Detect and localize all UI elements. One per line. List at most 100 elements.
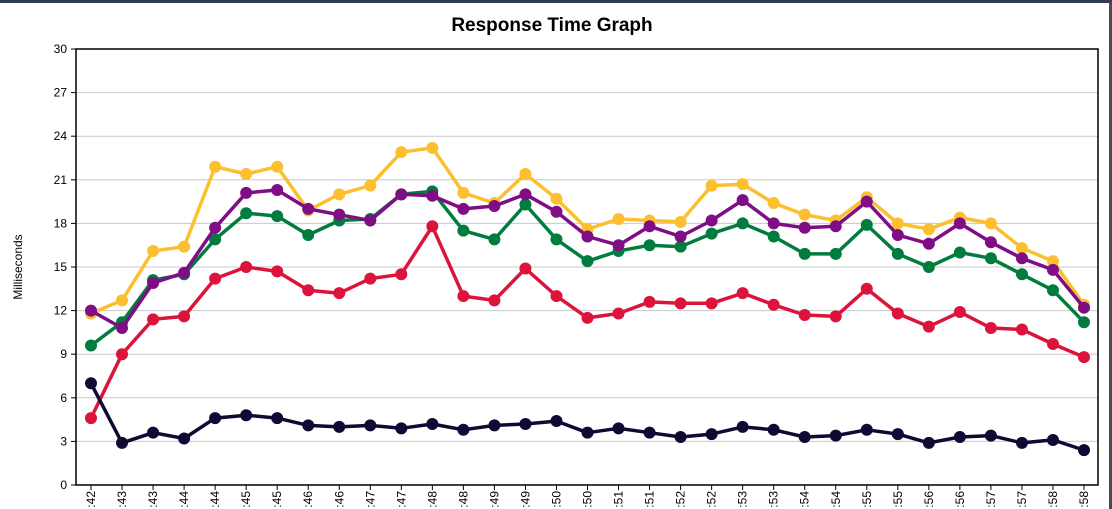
data-point	[426, 417, 439, 430]
data-point	[705, 227, 718, 240]
data-point	[705, 297, 718, 310]
data-point	[364, 179, 377, 192]
x-tick-label: :50	[549, 491, 563, 508]
x-tick-label: :47	[394, 491, 408, 508]
data-point	[364, 272, 377, 285]
y-tick-label: 15	[54, 260, 68, 274]
data-point	[612, 307, 625, 320]
data-point	[457, 290, 470, 303]
data-point	[271, 265, 284, 278]
data-point	[147, 276, 160, 289]
data-point	[302, 419, 315, 432]
data-point	[798, 221, 811, 234]
data-point	[860, 195, 873, 208]
data-point	[1015, 323, 1028, 336]
data-point	[519, 198, 532, 211]
data-point	[922, 223, 935, 236]
data-point	[426, 220, 439, 233]
data-point	[891, 229, 904, 242]
data-point	[395, 188, 408, 201]
x-tick-label: :49	[518, 491, 532, 508]
x-tick-label: :53	[736, 491, 750, 508]
data-point	[798, 247, 811, 260]
data-point	[1078, 351, 1090, 364]
data-point	[860, 282, 873, 295]
data-point	[984, 236, 997, 249]
data-point	[519, 417, 532, 430]
data-point	[209, 160, 222, 173]
data-point	[674, 230, 687, 243]
data-point	[271, 412, 284, 425]
x-tick-label: :54	[829, 491, 843, 508]
data-point	[705, 214, 718, 227]
data-point	[550, 192, 563, 205]
data-point	[891, 247, 904, 260]
data-point	[85, 339, 97, 352]
data-point	[488, 199, 501, 212]
data-point	[147, 313, 160, 326]
data-point	[426, 141, 439, 154]
data-point	[550, 233, 563, 246]
series-3	[85, 183, 1090, 335]
x-tick-label: :58	[1077, 491, 1091, 508]
y-tick-label: 0	[60, 478, 67, 492]
data-point	[271, 210, 284, 223]
response-time-chart: Response Time Graph Milliseconds :42:43:…	[11, 15, 1099, 508]
data-point	[178, 240, 191, 253]
data-point	[736, 194, 749, 207]
data-point	[209, 233, 222, 246]
data-point	[147, 426, 160, 439]
x-tick-label: :45	[270, 491, 284, 508]
data-point	[426, 189, 439, 202]
data-point	[767, 197, 780, 210]
data-point	[116, 322, 129, 335]
x-tick-label: :43	[146, 491, 160, 508]
x-tick-label: :58	[1046, 491, 1060, 508]
data-point	[984, 252, 997, 265]
data-point	[674, 240, 687, 253]
data-point	[178, 432, 191, 445]
x-tick-label: :49	[487, 491, 501, 508]
data-point	[829, 310, 842, 323]
data-point	[457, 423, 470, 436]
data-point	[302, 202, 315, 215]
x-tick-label: :46	[332, 491, 346, 508]
x-tick-label: :57	[1015, 491, 1029, 508]
axes	[71, 48, 1099, 490]
data-point	[581, 230, 594, 243]
y-tick-label: 18	[54, 216, 68, 230]
data-point	[85, 377, 97, 390]
data-point	[860, 423, 873, 436]
y-tick-label: 27	[54, 86, 68, 100]
data-point	[736, 420, 749, 433]
data-point	[891, 307, 904, 320]
x-tick-label: :47	[363, 491, 377, 508]
data-point	[395, 268, 408, 281]
data-point	[829, 429, 842, 442]
data-point	[302, 284, 315, 297]
x-tick-label: :54	[798, 491, 812, 508]
chart-title: Response Time Graph	[451, 15, 652, 36]
data-point	[922, 436, 935, 449]
x-tick-label: :52	[705, 491, 719, 508]
data-point	[674, 215, 687, 228]
data-point	[240, 207, 253, 220]
x-tick-label: :55	[860, 491, 874, 508]
data-point	[271, 160, 284, 173]
data-point	[457, 202, 470, 215]
data-point	[240, 167, 253, 180]
data-point	[333, 208, 346, 221]
data-point	[953, 246, 966, 259]
data-point	[736, 217, 749, 230]
data-point	[674, 297, 687, 310]
x-tick-label: :55	[891, 491, 905, 508]
data-point	[116, 294, 129, 307]
data-point	[705, 179, 718, 192]
data-point	[178, 266, 191, 279]
data-point	[302, 229, 315, 242]
y-tick-label: 21	[54, 173, 68, 187]
y-tick-label: 12	[54, 304, 68, 318]
data-point	[240, 409, 253, 422]
x-tick-label: :57	[984, 491, 998, 508]
data-point	[612, 213, 625, 226]
